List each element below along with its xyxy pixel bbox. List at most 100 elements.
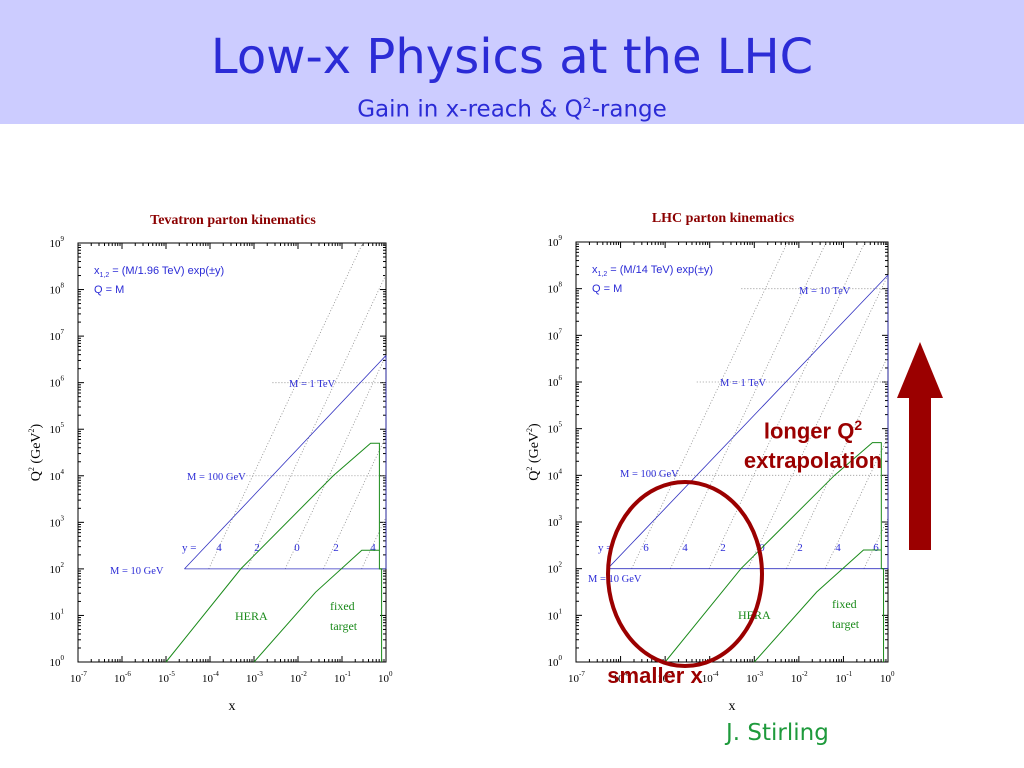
y-axis-unit: (GeV bbox=[527, 432, 542, 463]
x-tick-base: 10 bbox=[202, 673, 214, 685]
rapidity-value: 2 bbox=[720, 542, 726, 554]
x-tick-exp: -6 bbox=[624, 670, 630, 678]
y-tick-label: 103 bbox=[548, 514, 563, 529]
x-tick-base: 10 bbox=[702, 673, 714, 685]
rapidity-dotted-line bbox=[284, 355, 387, 570]
x-tick-label: 10-1 bbox=[835, 670, 852, 685]
mass-label: M = 100 GeV bbox=[187, 472, 246, 483]
x-tick-exp: -5 bbox=[169, 670, 175, 678]
formula-x: x bbox=[592, 264, 598, 276]
x-tick-exp: -7 bbox=[579, 670, 585, 678]
x-tick-exp: -6 bbox=[125, 670, 131, 678]
y-tick-base: 10 bbox=[50, 517, 62, 529]
x-tick-label: 10-5 bbox=[657, 670, 674, 685]
y-tick-label: 106 bbox=[50, 375, 65, 390]
y-tick-base: 10 bbox=[50, 285, 62, 297]
mass-label: M = 1 TeV bbox=[289, 379, 336, 390]
x-tick-exp: -2 bbox=[301, 670, 307, 678]
y-tick-exp: 4 bbox=[559, 467, 563, 475]
chart-title: Tevatron parton kinematics bbox=[150, 213, 316, 228]
slide-header bbox=[0, 0, 1024, 124]
target-label: target bbox=[330, 619, 358, 633]
rapidity-value: 4 bbox=[682, 542, 688, 554]
longer-q2-text: longer Q bbox=[763, 418, 855, 444]
y-axis-label: Q2 (GeV2) bbox=[27, 423, 44, 481]
y-tick-exp: 3 bbox=[61, 514, 65, 522]
x-tick-base: 10 bbox=[835, 673, 847, 685]
y-tick-label: 108 bbox=[548, 281, 563, 296]
y-axis-close: ) bbox=[29, 423, 44, 428]
rapidity-dotted-line bbox=[246, 274, 387, 570]
hera-label: HERA bbox=[235, 609, 268, 623]
kinematics-formula-line2: Q = M bbox=[592, 283, 622, 295]
extrapolation-text: extrapolation bbox=[743, 448, 883, 474]
target-label: target bbox=[832, 617, 860, 631]
x-tick-exp: 0 bbox=[891, 670, 895, 678]
x-tick-base: 10 bbox=[114, 673, 126, 685]
mass-label: M = 10 GeV bbox=[588, 574, 642, 585]
y-axis-q-sup: 2 bbox=[27, 467, 36, 471]
y-axis-label: Q2 (GeV2) bbox=[525, 423, 542, 481]
x-tick-base: 10 bbox=[378, 673, 390, 685]
x-tick-exp: -1 bbox=[345, 670, 351, 678]
formula-sub: 1,2 bbox=[100, 272, 110, 279]
y-tick-label: 100 bbox=[548, 654, 563, 669]
y-tick-exp: 5 bbox=[61, 421, 65, 429]
y-tick-base: 10 bbox=[50, 657, 62, 669]
rapidity-value: 4 bbox=[835, 542, 841, 554]
y-tick-exp: 2 bbox=[559, 561, 563, 569]
y-tick-label: 107 bbox=[548, 327, 563, 342]
y-axis-unit: (GeV bbox=[29, 432, 44, 463]
x-tick-exp: -1 bbox=[846, 670, 852, 678]
y-tick-label: 105 bbox=[50, 421, 65, 436]
kinematics-formula: x1,2 = (M/1.96 TeV) exp(±y) bbox=[94, 265, 224, 279]
x-tick-label: 10-6 bbox=[114, 670, 131, 685]
x-tick-exp: -3 bbox=[257, 670, 263, 678]
x-tick-label: 10-6 bbox=[613, 670, 630, 685]
rapidity-dotted-line bbox=[863, 518, 889, 569]
up-arrow-icon bbox=[897, 342, 943, 550]
y-tick-label: 109 bbox=[548, 234, 563, 249]
x-tick-label: 10-7 bbox=[70, 670, 87, 685]
x-tick-exp: -3 bbox=[757, 670, 763, 678]
y-tick-base: 10 bbox=[548, 284, 560, 296]
subtitle-text: Gain in x-reach & Q bbox=[357, 96, 583, 123]
formula-tail: = (M/14 TeV) exp(±y) bbox=[607, 264, 713, 276]
rapidity-dotted-line bbox=[208, 242, 364, 570]
rapidity-dotted-line bbox=[322, 436, 387, 570]
rapidity-value: 2 bbox=[254, 542, 260, 554]
arrow-head bbox=[897, 342, 943, 398]
x-tick-exp: -5 bbox=[668, 670, 674, 678]
y-tick-base: 10 bbox=[50, 238, 62, 250]
x-tick-base: 10 bbox=[791, 673, 803, 685]
x-tick-exp: -4 bbox=[213, 670, 219, 678]
x-tick-label: 10-3 bbox=[746, 670, 763, 685]
x-tick-base: 10 bbox=[746, 673, 758, 685]
y-tick-base: 10 bbox=[548, 377, 560, 389]
y-axis-unit-sup: 2 bbox=[525, 428, 534, 432]
y-tick-exp: 4 bbox=[61, 468, 65, 476]
y-axis-q-sup: 2 bbox=[525, 467, 534, 471]
y-tick-base: 10 bbox=[548, 330, 560, 342]
lhc-chart: LHC parton kinematics1001011021031041051… bbox=[525, 211, 895, 714]
fixed-target-boundary bbox=[253, 549, 380, 663]
x-tick-label: 10-5 bbox=[158, 670, 175, 685]
y-tick-label: 102 bbox=[548, 561, 563, 576]
y-tick-exp: 3 bbox=[559, 514, 563, 522]
y-axis-q: Q bbox=[29, 471, 44, 481]
hera-boundary bbox=[664, 442, 885, 663]
y-tick-label: 105 bbox=[548, 421, 563, 436]
y-tick-base: 10 bbox=[548, 424, 560, 436]
y-tick-label: 104 bbox=[50, 468, 65, 483]
x-tick-label: 100 bbox=[880, 670, 895, 685]
mass-label: M = 100 GeV bbox=[620, 469, 679, 480]
y-tick-base: 10 bbox=[548, 657, 560, 669]
rapidity-prefix: y = bbox=[182, 542, 196, 554]
y-tick-exp: 8 bbox=[559, 281, 563, 289]
y-tick-label: 104 bbox=[548, 467, 563, 482]
y-tick-exp: 1 bbox=[61, 607, 65, 615]
subtitle-sup: 2 bbox=[582, 96, 592, 112]
rapidity-value: 6 bbox=[873, 542, 879, 554]
tevatron-chart: Tevatron parton kinematics10010110210310… bbox=[27, 213, 393, 714]
kinematic-boundary-left bbox=[607, 274, 889, 569]
